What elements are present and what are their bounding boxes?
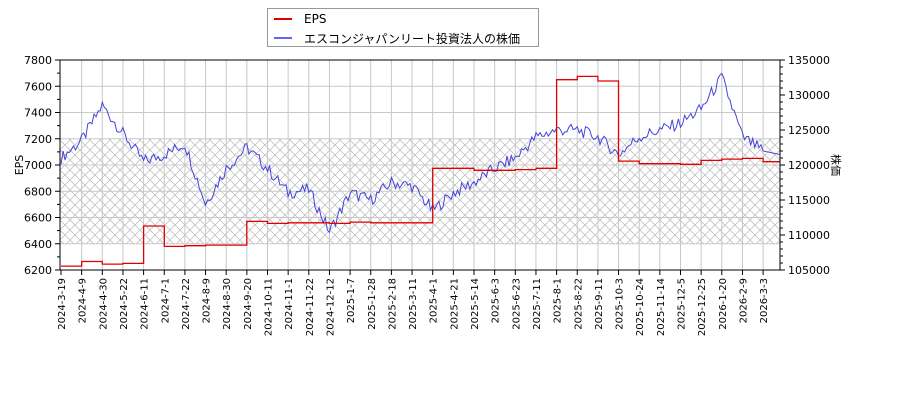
x-tick-label: 2025-10-3 bbox=[615, 278, 626, 330]
plot-area bbox=[59, 59, 781, 271]
x-tick-label: 2025-9-11 bbox=[594, 278, 605, 330]
x-tick-label: 2025-8-1 bbox=[553, 278, 564, 323]
right-tick-label: 115000 bbox=[788, 194, 830, 207]
x-tick-label: 2024-4-30 bbox=[98, 278, 109, 330]
x-tick-label: 2025-12-5 bbox=[677, 278, 688, 330]
legend-label-price: エスコンジャパンリート投資法人の株価 bbox=[304, 31, 521, 46]
x-tick-label: 2024-7-22 bbox=[181, 278, 192, 330]
x-tick-label: 2024-8-30 bbox=[222, 278, 233, 330]
legend: EPS エスコンジャパンリート投資法人の株価 bbox=[267, 8, 539, 47]
legend-item-price: エスコンジャパンリート投資法人の株価 bbox=[274, 30, 520, 46]
price-swatch-icon bbox=[274, 37, 292, 39]
right-tick-label: 105000 bbox=[788, 264, 830, 277]
x-tick-label: 2025-6-3 bbox=[491, 278, 502, 323]
x-tick-label: 2025-5-14 bbox=[470, 278, 481, 330]
x-tick-label: 2026-1-20 bbox=[718, 278, 729, 330]
x-tick-label: 2025-2-18 bbox=[387, 278, 398, 330]
left-tick-label: 7400 bbox=[24, 107, 52, 120]
x-tick-label: 2025-4-21 bbox=[449, 278, 460, 330]
left-tick-label: 6600 bbox=[24, 212, 52, 225]
left-tick-label: 7800 bbox=[24, 54, 52, 67]
x-tick-label: 2025-12-25 bbox=[697, 278, 708, 336]
x-tick-label: 2024-11-22 bbox=[305, 278, 316, 336]
eps-swatch-icon bbox=[274, 18, 292, 20]
x-tick-label: 2024-9-20 bbox=[243, 278, 254, 330]
x-tick-label: 2024-3-19 bbox=[57, 278, 68, 330]
left-tick-label: 7200 bbox=[24, 133, 52, 146]
x-axis: 2024-3-19 2024-4-9 2024-4-30 2024-5-22 2024-… bbox=[57, 270, 770, 336]
left-tick-label: 7600 bbox=[24, 80, 52, 93]
x-tick-label: 2026-3-3 bbox=[759, 278, 770, 323]
right-tick-label: 125000 bbox=[788, 124, 830, 137]
eps-line bbox=[61, 75, 780, 267]
x-tick-label: 2024-12-12 bbox=[325, 278, 336, 336]
x-tick-label: 2025-7-11 bbox=[532, 278, 543, 330]
left-tick-label: 6200 bbox=[24, 264, 52, 277]
x-tick-label: 2025-4-1 bbox=[429, 278, 440, 323]
left-tick-label: 6800 bbox=[24, 185, 52, 198]
x-tick-label: 2024-4-9 bbox=[78, 278, 89, 323]
x-tick-label: 2024-8-9 bbox=[202, 278, 213, 323]
right-tick-label: 130000 bbox=[788, 89, 830, 102]
right-tick-label: 120000 bbox=[788, 159, 830, 172]
right-axis: 135000 130000 125000 120000 115000 110000 1050… bbox=[780, 54, 830, 277]
x-tick-label: 2025-6-23 bbox=[511, 278, 522, 330]
x-tick-label: 2024-11-1 bbox=[284, 278, 295, 330]
x-tick-label: 2024-7-1 bbox=[160, 278, 171, 323]
right-tick-label: 135000 bbox=[788, 54, 830, 67]
x-tick-label: 2026-2-9 bbox=[738, 278, 749, 323]
right-axis-title: 株価 bbox=[829, 154, 843, 176]
legend-label-eps: EPS bbox=[304, 12, 327, 26]
price-line bbox=[60, 72, 780, 234]
x-tick-label: 2024-5-22 bbox=[119, 278, 130, 330]
x-tick-label: 2025-1-7 bbox=[346, 278, 357, 323]
x-tick-label: 2025-11-14 bbox=[656, 278, 667, 336]
right-tick-label: 110000 bbox=[788, 229, 830, 242]
x-tick-label: 2024-10-11 bbox=[264, 278, 275, 336]
left-tick-label: 6400 bbox=[24, 238, 52, 251]
gridlines bbox=[60, 60, 780, 270]
x-tick-label: 2025-3-11 bbox=[408, 278, 419, 330]
legend-item-eps: EPS bbox=[274, 11, 326, 27]
x-tick-label: 2025-10-24 bbox=[635, 278, 646, 336]
x-tick-label: 2025-8-22 bbox=[573, 278, 584, 330]
left-axis-title: EPS bbox=[13, 155, 26, 176]
left-tick-label: 7000 bbox=[24, 159, 52, 172]
left-axis: 7800 7600 7400 7200 7000 6800 6600 6400 6200 bbox=[24, 54, 60, 277]
x-tick-label: 2024-6-11 bbox=[140, 278, 151, 330]
x-tick-label: 2025-1-28 bbox=[367, 278, 378, 330]
